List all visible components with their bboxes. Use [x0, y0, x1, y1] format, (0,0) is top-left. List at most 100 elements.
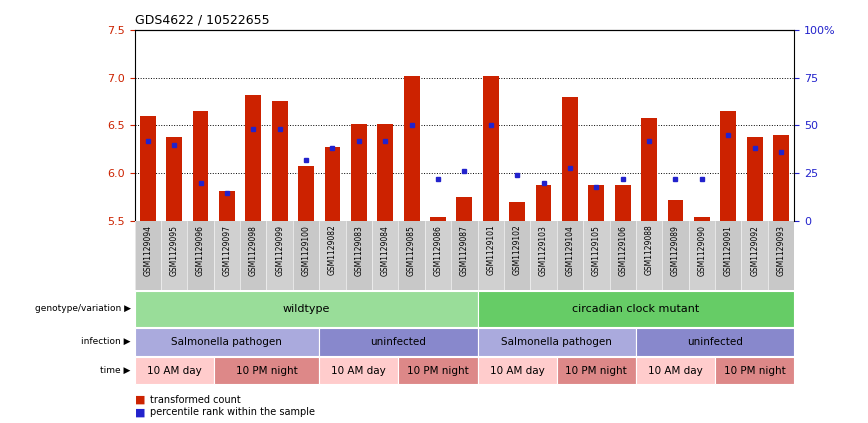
Bar [166, 137, 182, 221]
Bar [298, 166, 314, 221]
Text: GSM1129097: GSM1129097 [222, 225, 232, 276]
Bar [688, 221, 715, 290]
Text: GSM1129092: GSM1129092 [750, 225, 760, 276]
Bar [135, 221, 161, 290]
Text: GSM1129105: GSM1129105 [592, 225, 601, 276]
Bar [636, 357, 715, 385]
Text: uninfected: uninfected [371, 337, 426, 347]
Bar [741, 221, 768, 290]
Bar [398, 221, 424, 290]
Text: Salmonella pathogen: Salmonella pathogen [502, 337, 612, 347]
Text: 10 AM day: 10 AM day [332, 365, 386, 376]
Bar [161, 221, 187, 290]
Text: ■: ■ [135, 407, 148, 418]
Text: GSM1129084: GSM1129084 [381, 225, 390, 276]
Text: GSM1129094: GSM1129094 [143, 225, 152, 276]
Text: GSM1129104: GSM1129104 [565, 225, 575, 276]
Bar [556, 221, 583, 290]
Bar [583, 221, 609, 290]
Bar [404, 76, 419, 221]
Text: GSM1129101: GSM1129101 [486, 225, 496, 275]
Text: GSM1129093: GSM1129093 [777, 225, 786, 276]
Text: Salmonella pathogen: Salmonella pathogen [172, 337, 282, 347]
Text: GSM1129098: GSM1129098 [249, 225, 258, 276]
Text: GSM1129102: GSM1129102 [513, 225, 522, 275]
Text: GSM1129103: GSM1129103 [539, 225, 548, 276]
Bar [562, 97, 578, 221]
Text: ■: ■ [135, 395, 148, 405]
Bar [319, 221, 345, 290]
Text: GSM1129095: GSM1129095 [169, 225, 179, 276]
Text: uninfected: uninfected [687, 337, 743, 347]
Bar [636, 328, 794, 356]
Text: wildtype: wildtype [282, 304, 330, 313]
Bar [667, 200, 683, 221]
Text: time ▶: time ▶ [100, 366, 130, 375]
Bar [345, 221, 372, 290]
Bar [641, 118, 657, 221]
Bar [293, 221, 319, 290]
Text: infection ▶: infection ▶ [81, 337, 130, 346]
Bar [193, 111, 208, 221]
Bar [266, 221, 293, 290]
Bar [768, 221, 794, 290]
Bar [372, 221, 398, 290]
Bar [430, 217, 446, 221]
Text: GSM1129087: GSM1129087 [460, 225, 469, 276]
Bar [715, 221, 741, 290]
Bar [135, 328, 319, 356]
Text: GSM1129086: GSM1129086 [433, 225, 443, 276]
Text: 10 PM night: 10 PM night [235, 365, 298, 376]
Bar [272, 102, 287, 221]
Bar [351, 124, 367, 221]
Text: GSM1129088: GSM1129088 [645, 225, 654, 275]
Bar [457, 198, 472, 221]
Bar [214, 357, 319, 385]
Text: GSM1129099: GSM1129099 [275, 225, 284, 276]
Text: 10 AM day: 10 AM day [648, 365, 703, 376]
Bar [187, 221, 214, 290]
Text: transformed count: transformed count [150, 395, 241, 405]
Bar [694, 217, 710, 221]
Bar [530, 221, 556, 290]
Bar [477, 357, 556, 385]
Bar [398, 357, 477, 385]
Bar [378, 124, 393, 221]
Text: 10 PM night: 10 PM night [407, 365, 469, 376]
Text: GSM1129090: GSM1129090 [697, 225, 707, 276]
Bar [615, 185, 631, 221]
Bar [720, 111, 736, 221]
Text: 10 AM day: 10 AM day [490, 365, 544, 376]
Text: GSM1129106: GSM1129106 [618, 225, 628, 276]
Bar [325, 146, 340, 221]
Bar [319, 357, 398, 385]
Bar [140, 116, 155, 221]
Text: circadian clock mutant: circadian clock mutant [572, 304, 700, 313]
Bar [135, 291, 477, 327]
Bar [214, 221, 240, 290]
Bar [477, 291, 794, 327]
Bar [424, 221, 451, 290]
Bar [746, 137, 763, 221]
Bar [773, 135, 789, 221]
Bar [246, 95, 261, 221]
Bar [240, 221, 266, 290]
Bar [219, 191, 235, 221]
Text: GSM1129100: GSM1129100 [301, 225, 311, 276]
Text: genotype/variation ▶: genotype/variation ▶ [35, 304, 130, 313]
Text: GSM1129089: GSM1129089 [671, 225, 680, 276]
Bar [536, 185, 551, 221]
Bar [609, 221, 636, 290]
Bar [483, 76, 499, 221]
Bar [715, 357, 794, 385]
Bar [556, 357, 636, 385]
Bar [662, 221, 688, 290]
Bar [477, 328, 636, 356]
Text: 10 PM night: 10 PM night [565, 365, 628, 376]
Bar [477, 221, 504, 290]
Text: 10 PM night: 10 PM night [724, 365, 786, 376]
Text: GSM1129096: GSM1129096 [196, 225, 205, 276]
Bar [636, 221, 662, 290]
Bar [504, 221, 530, 290]
Text: GSM1129085: GSM1129085 [407, 225, 416, 276]
